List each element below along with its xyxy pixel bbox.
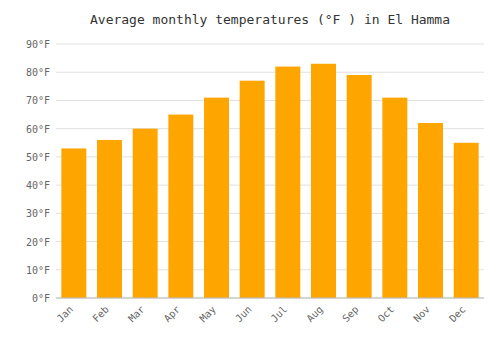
x-tick-label: Jan xyxy=(55,304,76,325)
y-tick-label: 40°F xyxy=(26,180,50,191)
x-tick-label: Mar xyxy=(126,304,147,325)
bar xyxy=(275,67,300,298)
x-tick-label: Sep xyxy=(340,304,361,325)
bar xyxy=(133,129,158,298)
grid-line xyxy=(56,72,484,73)
x-tick-label: May xyxy=(197,304,218,325)
x-tick-label: Jun xyxy=(233,304,254,325)
bar xyxy=(204,98,229,298)
y-tick-label: 10°F xyxy=(26,265,50,276)
bar xyxy=(418,123,443,298)
y-tick-label: 0°F xyxy=(32,293,50,304)
bar xyxy=(61,148,86,298)
y-tick-label: 60°F xyxy=(26,124,50,135)
bar xyxy=(97,140,122,298)
y-tick-label: 50°F xyxy=(26,152,50,163)
grid-line xyxy=(56,44,484,45)
bar xyxy=(240,81,265,298)
y-tick-label: 30°F xyxy=(26,208,50,219)
bar xyxy=(168,115,193,298)
x-tick-label: Apr xyxy=(162,304,183,325)
grid-line xyxy=(56,298,484,299)
x-tick-label: Aug xyxy=(304,304,325,325)
bar xyxy=(454,143,479,298)
chart: Average monthly temperatures (°F ) in El… xyxy=(0,0,500,350)
bar xyxy=(347,75,372,298)
grid-line xyxy=(56,100,484,101)
x-axis-line xyxy=(56,298,484,299)
bar xyxy=(311,64,336,298)
x-tick-label: Oct xyxy=(376,304,397,325)
y-tick-label: 20°F xyxy=(26,237,50,248)
x-tick-label: Jul xyxy=(269,304,290,325)
x-tick-label: Nov xyxy=(411,304,432,325)
bar xyxy=(382,98,407,298)
x-tick-label: Dec xyxy=(447,304,468,325)
y-tick-label: 70°F xyxy=(26,95,50,106)
bars xyxy=(61,64,478,298)
y-tick-label: 80°F xyxy=(26,67,50,78)
x-tick-label: Feb xyxy=(90,304,111,325)
title: Average monthly temperatures (°F ) in El… xyxy=(90,12,450,27)
grid xyxy=(56,44,484,298)
y-tick-label: 90°F xyxy=(26,39,50,50)
